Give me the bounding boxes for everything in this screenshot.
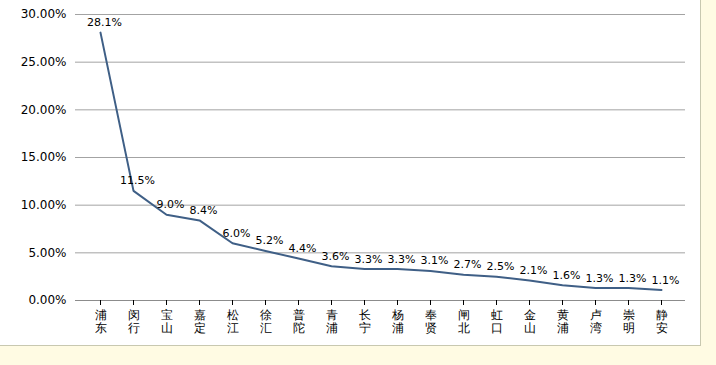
svg-text:徐汇: 徐汇	[260, 308, 272, 335]
svg-text:闵行: 闵行	[128, 308, 140, 335]
svg-text:11.5%: 11.5%	[120, 174, 155, 187]
svg-text:静安: 静安	[656, 308, 668, 335]
svg-text:2.5%: 2.5%	[487, 260, 515, 273]
svg-text:1.6%: 1.6%	[553, 269, 581, 282]
svg-text:黄浦: 黄浦	[557, 308, 569, 335]
svg-text:30.00%: 30.00%	[21, 7, 67, 21]
svg-text:3.6%: 3.6%	[322, 250, 350, 263]
svg-text:20.00%: 20.00%	[21, 103, 67, 117]
svg-text:2.1%: 2.1%	[520, 264, 548, 277]
svg-text:3.3%: 3.3%	[355, 253, 383, 266]
svg-text:3.1%: 3.1%	[421, 254, 449, 267]
svg-text:9.0%: 9.0%	[157, 198, 185, 211]
svg-text:10.00%: 10.00%	[21, 198, 67, 212]
svg-text:4.4%: 4.4%	[289, 242, 317, 255]
svg-text:1.1%: 1.1%	[652, 274, 680, 287]
svg-text:5.00%: 5.00%	[28, 246, 66, 260]
svg-text:宝山: 宝山	[161, 308, 173, 335]
svg-text:金山: 金山	[524, 308, 536, 335]
svg-text:2.7%: 2.7%	[454, 258, 482, 271]
svg-text:崇明: 崇明	[623, 308, 635, 335]
svg-text:杨浦: 杨浦	[391, 308, 404, 335]
svg-text:虹口: 虹口	[491, 308, 503, 335]
svg-text:5.2%: 5.2%	[256, 234, 284, 247]
svg-text:1.3%: 1.3%	[586, 272, 614, 285]
svg-text:嘉定: 嘉定	[194, 308, 206, 335]
svg-text:1.3%: 1.3%	[619, 272, 647, 285]
svg-text:8.4%: 8.4%	[190, 204, 218, 217]
svg-text:普陀: 普陀	[293, 308, 305, 335]
svg-text:青浦: 青浦	[326, 308, 338, 335]
svg-text:25.00%: 25.00%	[21, 55, 67, 69]
svg-text:奉贤: 奉贤	[425, 308, 437, 335]
svg-text:长宁: 长宁	[359, 308, 371, 335]
svg-text:3.3%: 3.3%	[388, 253, 416, 266]
svg-text:闸北: 闸北	[458, 308, 470, 335]
svg-text:6.0%: 6.0%	[223, 227, 251, 240]
svg-text:28.1%: 28.1%	[87, 16, 122, 29]
svg-text:卢湾: 卢湾	[590, 308, 602, 335]
svg-text:松江: 松江	[227, 308, 239, 335]
svg-text:浦东: 浦东	[95, 308, 107, 335]
svg-text:0.00%: 0.00%	[28, 293, 66, 307]
svg-text:15.00%: 15.00%	[21, 150, 67, 164]
